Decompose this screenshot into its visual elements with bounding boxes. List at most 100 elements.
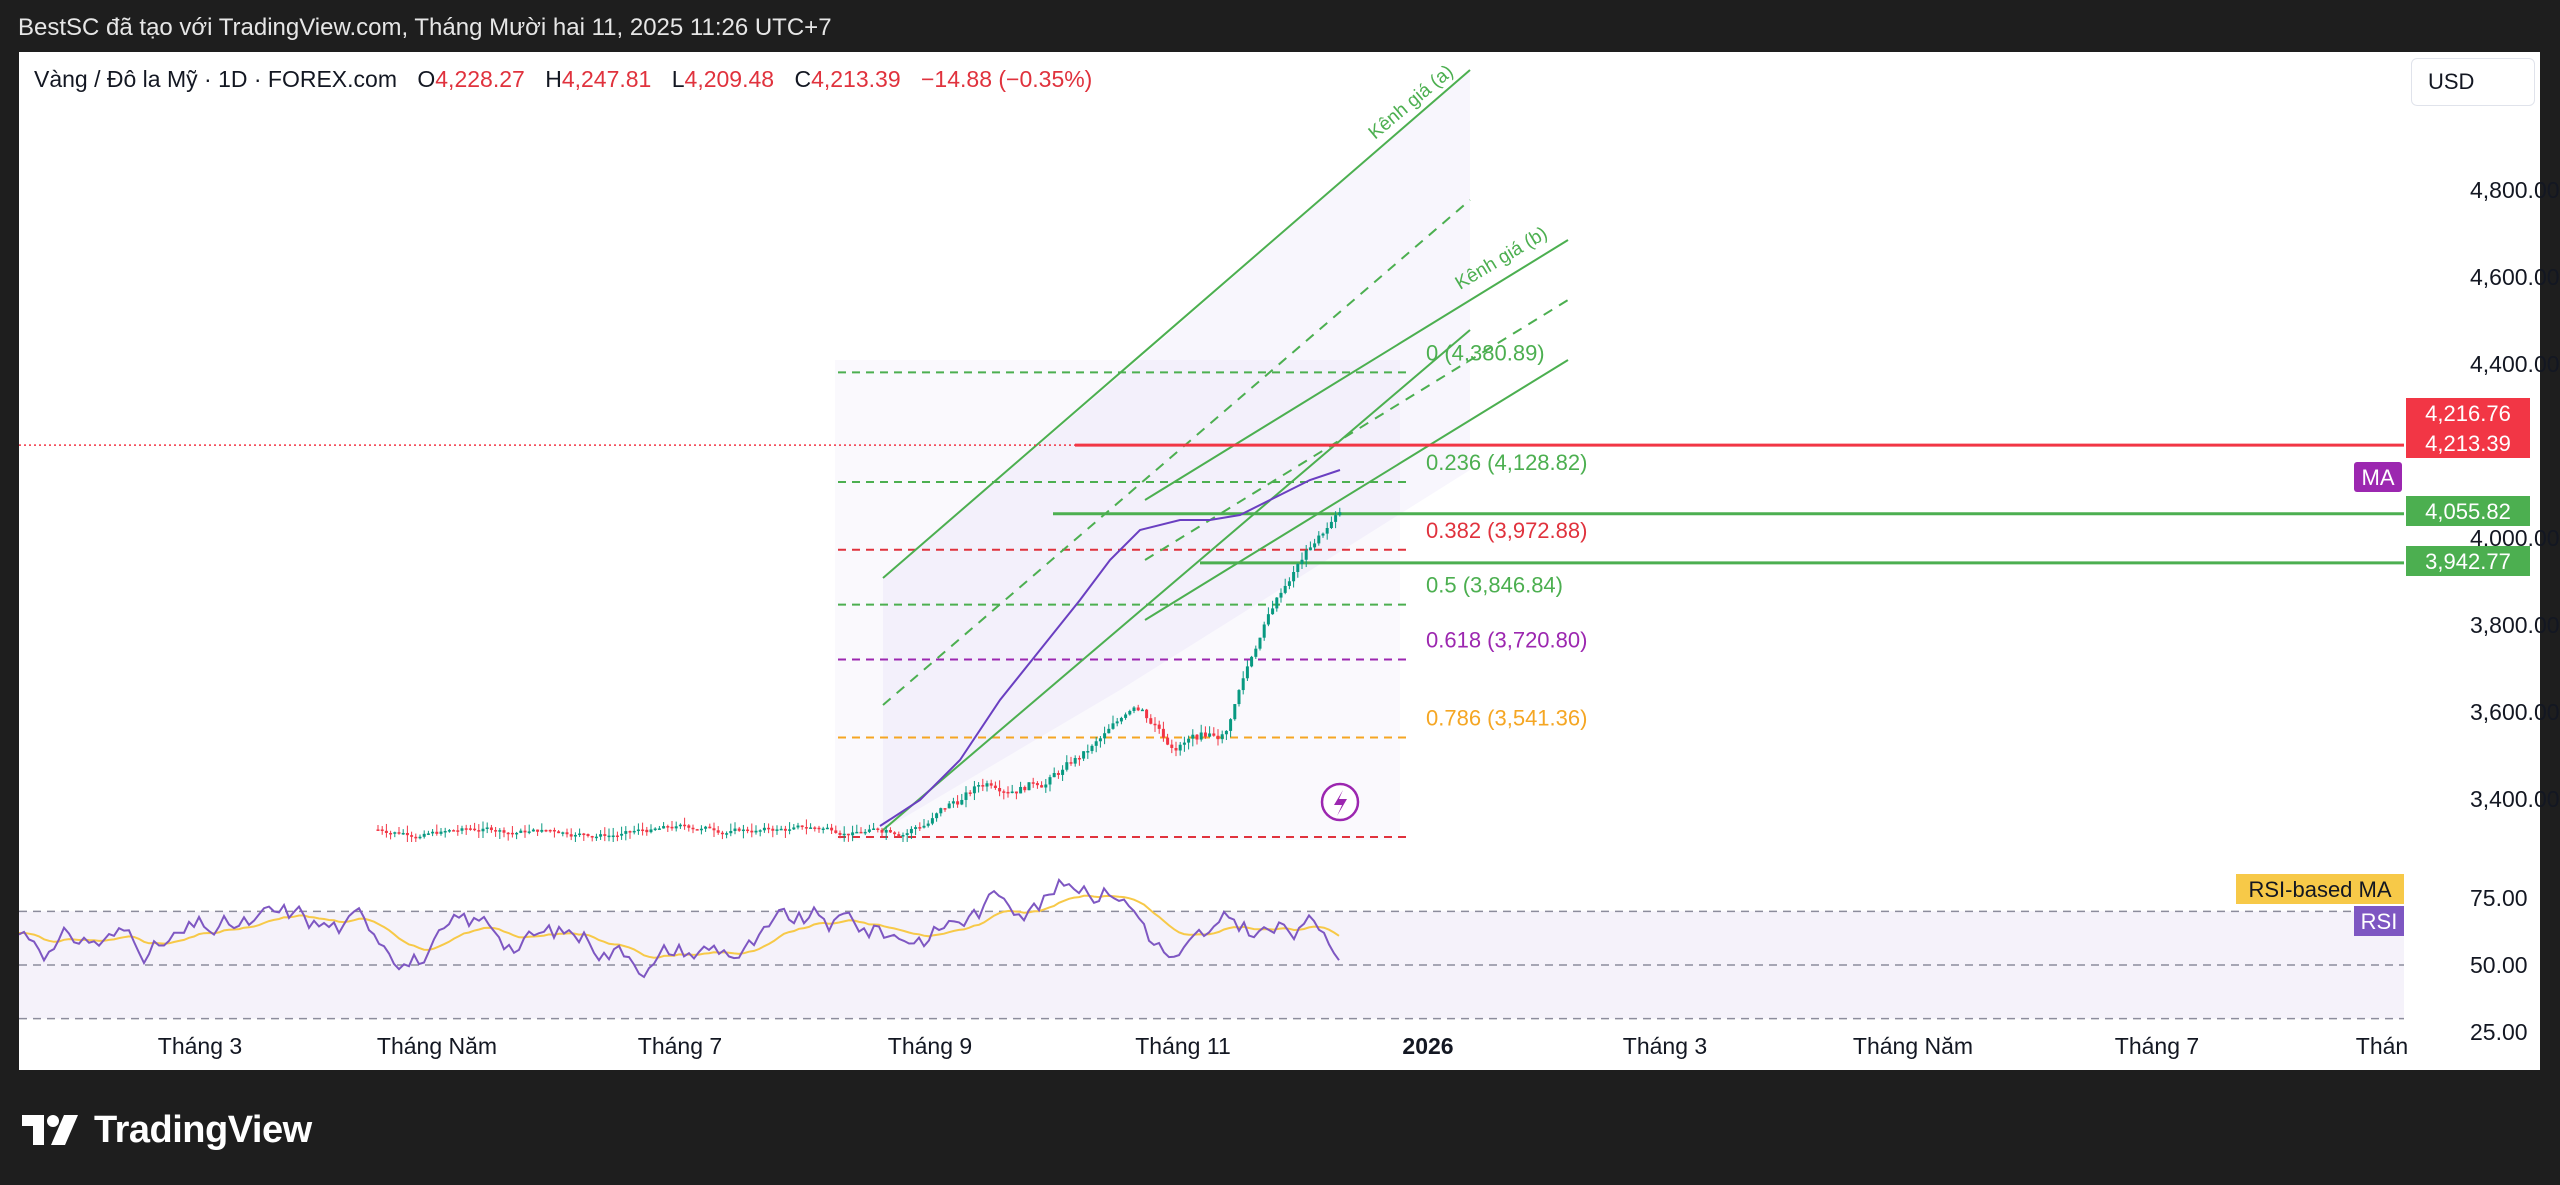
candle-body <box>708 826 712 829</box>
low-value: 4,209.48 <box>684 66 775 92</box>
candle-body <box>1145 709 1149 719</box>
candle-body <box>607 835 611 838</box>
fib-shade <box>835 360 1400 840</box>
candle-body <box>1313 543 1317 548</box>
candle-body <box>548 829 552 832</box>
candle-body <box>704 826 708 829</box>
candle-body <box>620 833 624 836</box>
candle-body <box>641 829 645 832</box>
candle-body <box>1233 704 1237 720</box>
candle-body <box>582 833 586 836</box>
candle-body <box>397 832 401 834</box>
candle-body <box>788 829 792 831</box>
candle-body <box>1086 751 1090 753</box>
candle-body <box>687 825 691 828</box>
candle-body <box>590 836 594 838</box>
time-axis-tick: Tháng 7 <box>638 1033 722 1059</box>
channel-a-lower <box>882 329 1471 831</box>
candle-body <box>935 813 939 819</box>
tradingview-logo-text[interactable]: TradingView <box>94 1108 312 1151</box>
tradingview-logo-icon[interactable] <box>20 1113 80 1147</box>
rsi-ma-line <box>19 894 1340 959</box>
candle-body <box>506 832 510 835</box>
candle-body <box>1187 738 1191 743</box>
candle-body <box>1107 728 1111 734</box>
footer: TradingView <box>20 1105 312 1155</box>
candle-body <box>540 829 544 832</box>
candle-body <box>473 828 477 831</box>
candle-body <box>1178 744 1182 751</box>
candle-body <box>762 827 766 831</box>
close-label: C <box>794 66 812 92</box>
candle-body <box>1157 724 1161 729</box>
candle-body <box>1073 757 1077 764</box>
candle-body <box>851 832 855 836</box>
candle-body <box>1325 527 1329 534</box>
price-axis-tick: 3,400.00 <box>2470 786 2560 812</box>
fib-level-label: 0.786 (3,541.36) <box>1426 706 1587 731</box>
candle-body <box>1111 723 1115 729</box>
candle-body <box>578 833 582 836</box>
candle-body <box>380 829 384 832</box>
price-label-bg <box>2406 496 2530 526</box>
candle-body <box>683 824 687 827</box>
candle-body <box>1044 784 1048 788</box>
channel-a-mid <box>882 199 1471 706</box>
candle-body <box>536 829 540 832</box>
rsi-tag-bg <box>2354 906 2404 936</box>
channel-shade <box>883 70 1470 830</box>
candle-body <box>977 785 981 787</box>
candle-body <box>645 829 649 833</box>
candle-body <box>729 830 733 834</box>
candle-body <box>1132 707 1136 711</box>
rsi-axis-tick: 25.00 <box>2470 1019 2528 1045</box>
symbol-name[interactable]: Vàng / Đô la Mỹ · 1D · FOREX.com <box>34 66 397 92</box>
candle-body <box>951 801 955 804</box>
candle-body <box>435 831 439 834</box>
time-axis-tick: Tháng 9 <box>888 1033 972 1059</box>
candle-body <box>565 832 569 835</box>
candle-body <box>859 831 863 834</box>
candle-body <box>376 829 380 831</box>
candle-body <box>880 829 884 833</box>
candle-body <box>775 829 779 831</box>
chart-panel[interactable] <box>19 52 2540 1070</box>
candle-body <box>725 833 729 835</box>
candle-body <box>410 835 414 837</box>
candle-body <box>599 834 603 837</box>
candle-body <box>666 826 670 828</box>
candle-body <box>905 833 909 835</box>
candle-body <box>498 830 502 832</box>
candle-body <box>1035 783 1039 786</box>
candle-body <box>1069 762 1073 764</box>
candle-body <box>1283 585 1287 593</box>
candle-body <box>401 832 405 835</box>
ma-label-bg <box>2354 462 2402 492</box>
time-axis-tick: Tháng 3 <box>158 1033 242 1059</box>
candle-body <box>393 832 397 834</box>
candle-body <box>1119 717 1123 722</box>
candle-body <box>1061 769 1065 775</box>
candle-body <box>1115 721 1119 724</box>
candle-body <box>1329 521 1333 528</box>
price-axis-tick: 4,800.00 <box>2470 177 2560 203</box>
high-label: H <box>545 66 562 92</box>
rsi-axis-tick: 50.00 <box>2470 952 2528 978</box>
candle-body <box>1010 791 1014 794</box>
candle-body <box>783 828 787 831</box>
price-axis-tick: 4,400.00 <box>2470 351 2560 377</box>
candle-body <box>1304 550 1308 560</box>
rsi-ma-tag: RSI-based MA <box>2248 877 2391 902</box>
candle-body <box>1094 741 1098 746</box>
candle-body <box>981 785 985 787</box>
open-label: O <box>417 66 436 92</box>
candle-body <box>699 828 703 831</box>
currency-button[interactable]: USD <box>2411 58 2535 106</box>
candle-body <box>922 825 926 828</box>
ohlc-legend: Vàng / Đô la Mỹ · 1D · FOREX.com O4,228.… <box>34 66 1092 93</box>
candle-body <box>1224 730 1228 735</box>
candle-body <box>1334 515 1338 522</box>
price-label-bg <box>2406 398 2530 428</box>
high-value: 4,247.81 <box>561 66 652 92</box>
